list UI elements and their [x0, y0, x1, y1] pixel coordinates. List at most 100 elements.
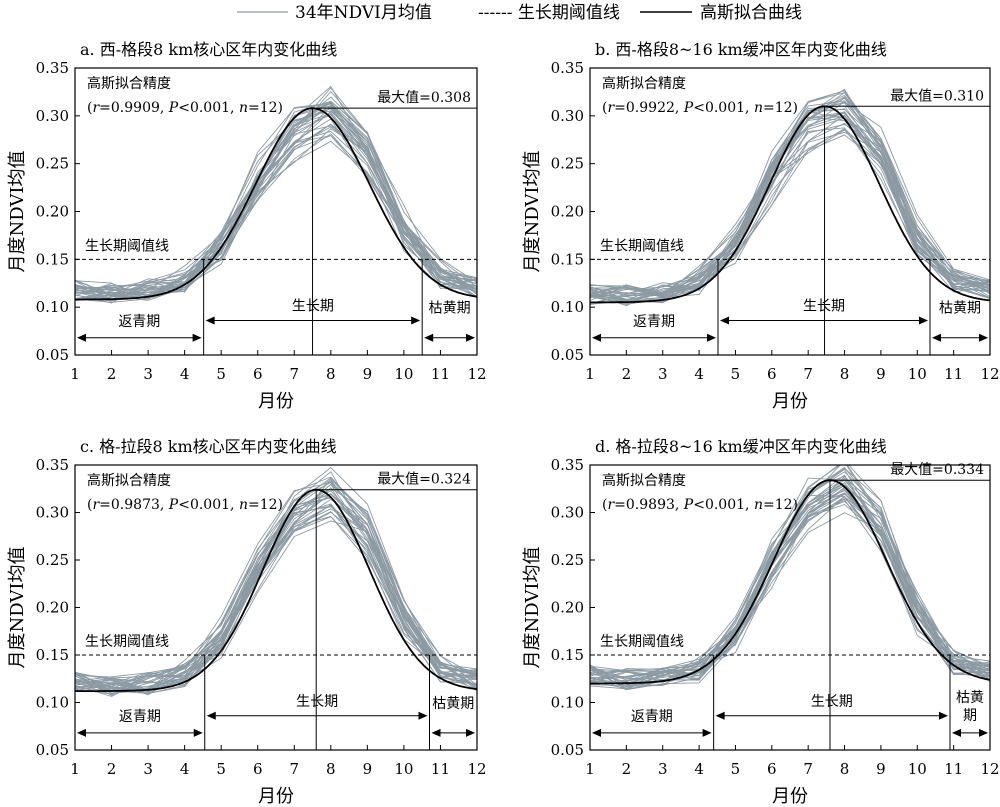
year-line: [75, 493, 477, 694]
y-tick-label: 0.30: [551, 504, 584, 522]
year-line: [75, 102, 477, 297]
x-tick-label: 10: [394, 760, 413, 778]
y-tick-label: 0.15: [551, 646, 584, 664]
gaussian-fit-curve: [590, 105, 990, 304]
threshold-label: 生长期阈值线: [600, 634, 684, 650]
panel-c: 1 2 3 4 5 6 7 8 9 10 11 120.050.100.150.200.250.300…: [7, 437, 487, 807]
year-line: [590, 488, 990, 690]
year-line: [75, 511, 477, 695]
x-tick-label: 7: [289, 760, 299, 778]
y-tick-label: 0.20: [36, 203, 69, 221]
year-line: [75, 105, 477, 297]
x-axis-label: 月份: [258, 391, 294, 412]
x-tick-label: 4: [180, 365, 190, 383]
x-tick-label: 1: [585, 760, 595, 778]
year-line: [75, 483, 477, 691]
year-line: [590, 492, 990, 690]
y-tick-label: 0.15: [36, 646, 69, 664]
x-tick-label: 7: [803, 760, 813, 778]
x-axis-label: 月份: [772, 786, 808, 807]
max-value-label: 最大值=0.334: [890, 462, 984, 478]
gaussian-fit-curve: [590, 479, 990, 685]
legend-gaussian-label: 高斯拟合曲线: [700, 3, 802, 23]
x-tick-label: 2: [107, 365, 117, 383]
year-line: [590, 498, 990, 690]
y-tick-label: 0.10: [36, 694, 69, 712]
x-tick-label: 3: [143, 760, 153, 778]
legend-monthly-mean-label: 34年NDVI月均值: [295, 3, 432, 23]
y-tick-label: 0.35: [36, 59, 69, 77]
growing-arrow: [720, 316, 928, 325]
yearly-lines: [75, 467, 477, 697]
year-line: [590, 129, 990, 305]
year-line: [590, 117, 990, 297]
x-tick-label: 5: [216, 365, 226, 383]
year-line: [75, 100, 477, 300]
year-line: [590, 89, 990, 297]
growing-label: 生长期: [811, 694, 853, 710]
fit-stats: (r=0.9909, P<0.001, n=12): [87, 100, 283, 116]
year-line: [590, 105, 990, 293]
y-tick-label: 0.05: [551, 741, 584, 759]
senescence-label: 枯黄期: [939, 300, 981, 317]
x-tick-label: 4: [694, 365, 704, 383]
year-line: [75, 478, 477, 693]
x-tick-label: 8: [326, 760, 336, 778]
x-tick-label: 2: [622, 365, 632, 383]
year-line: [75, 87, 477, 300]
senescence-label: 枯黄期: [429, 300, 471, 317]
year-line: [75, 113, 477, 300]
year-line: [75, 108, 477, 302]
fit-stats: (r=0.9873, P<0.001, n=12): [87, 497, 283, 513]
y-tick-label: 0.10: [551, 694, 584, 712]
x-tick-label: 1: [70, 760, 80, 778]
year-line: [590, 465, 990, 681]
x-tick-label: 6: [253, 365, 263, 383]
year-line: [75, 103, 477, 296]
x-tick-label: 9: [363, 365, 373, 383]
y-tick-label: 0.20: [551, 599, 584, 617]
x-tick-label: 7: [289, 365, 299, 383]
y-axis-label: 月度NDVI均值: [7, 547, 28, 669]
greenup-arrow: [592, 728, 712, 737]
legend: 34年NDVI月均值 ------ 生长期阈值线 高斯拟合曲线: [237, 3, 802, 23]
x-tick-label: 3: [143, 365, 153, 383]
y-tick-label: 0.20: [551, 203, 584, 221]
x-tick-label: 1: [585, 365, 595, 383]
year-line: [590, 465, 990, 686]
greenup-arrow: [77, 333, 202, 342]
year-line: [75, 102, 477, 299]
x-tick-label: 6: [767, 760, 777, 778]
x-tick-label: 10: [394, 365, 413, 383]
x-tick-label: 12: [980, 760, 999, 778]
y-tick-label: 0.10: [36, 298, 69, 316]
x-tick-label: 11: [944, 760, 963, 778]
year-line: [75, 482, 477, 691]
x-tick-label: 5: [216, 760, 226, 778]
year-line: [75, 96, 477, 302]
year-line: [590, 486, 990, 687]
y-axis-label: 月度NDVI均值: [522, 151, 543, 273]
max-value-label: 最大值=0.310: [890, 88, 984, 104]
year-line: [75, 476, 477, 688]
year-line: [75, 498, 477, 687]
x-tick-label: 3: [658, 365, 668, 383]
greenup-label: 返青期: [633, 314, 675, 330]
growing-label: 生长期: [803, 299, 845, 315]
panel-b: 1 2 3 4 5 6 7 8 9 10 11 120.050.100.150.200.250.300…: [522, 40, 1000, 412]
y-tick-label: 0.25: [551, 551, 584, 569]
y-tick-label: 0.05: [551, 346, 584, 364]
x-axis-label: 月份: [772, 391, 808, 412]
senescence-arrow: [431, 728, 475, 737]
legend-threshold-label: ------ 生长期阈值线: [478, 3, 620, 23]
growing-arrow: [205, 316, 421, 325]
year-line: [590, 494, 990, 683]
x-tick-label: 8: [840, 760, 850, 778]
x-tick-label: 12: [467, 365, 486, 383]
y-tick-label: 0.20: [36, 599, 69, 617]
y-tick-label: 0.35: [551, 59, 584, 77]
y-tick-label: 0.35: [36, 456, 69, 474]
year-line: [75, 105, 477, 298]
x-tick-label: 6: [253, 760, 263, 778]
